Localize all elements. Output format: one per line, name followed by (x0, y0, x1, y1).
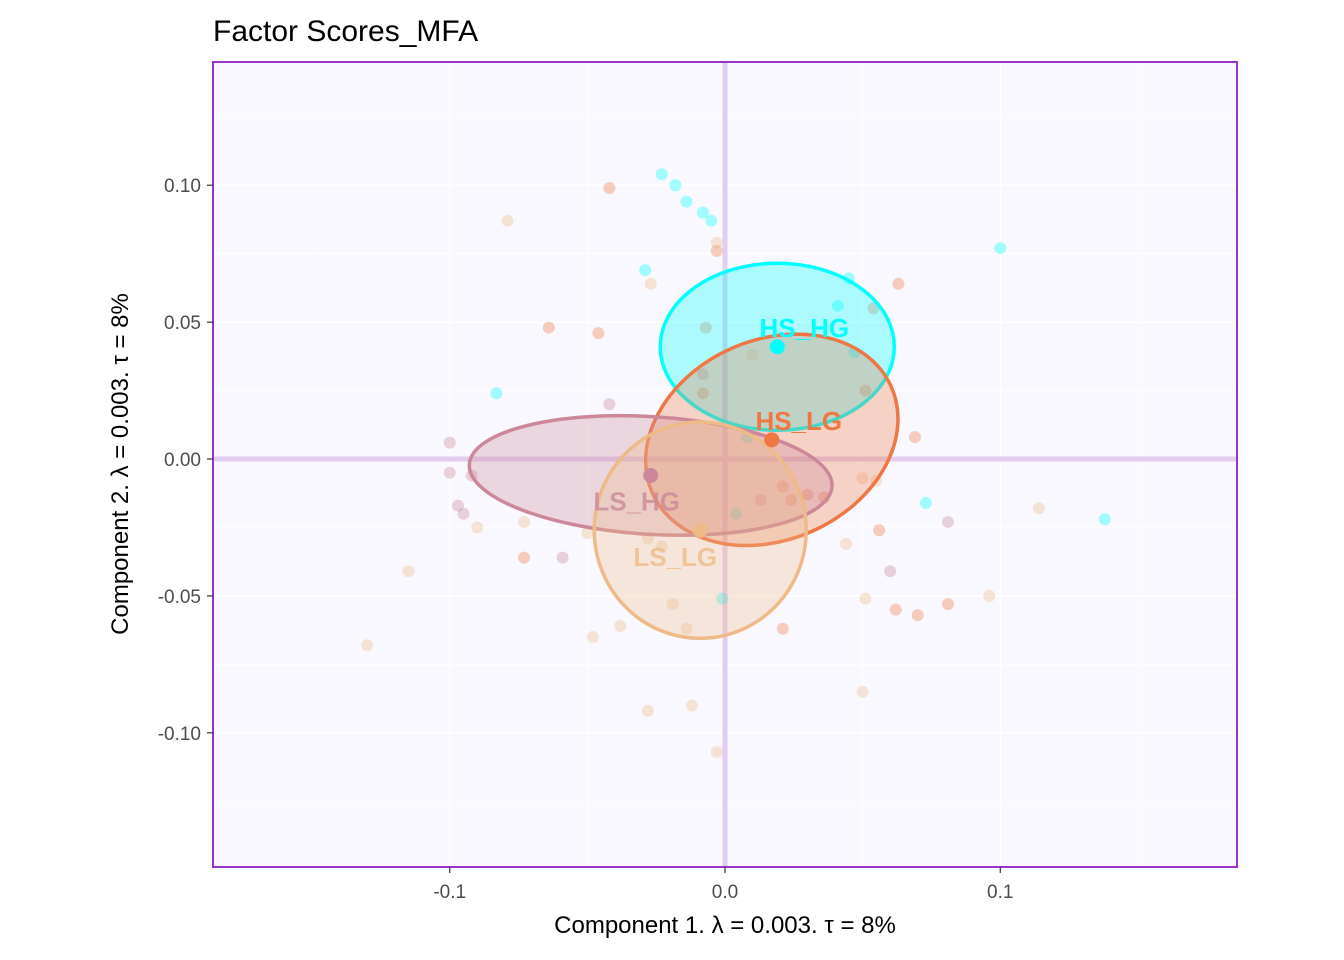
data-point-ls-lg (666, 598, 679, 611)
data-point-ls-hg (941, 516, 954, 528)
data-point-ls-lg (856, 472, 869, 485)
data-point-hs-hg (716, 592, 729, 605)
x-tick-label: 0.1 (987, 882, 1013, 903)
group-center-ls-hg (643, 467, 659, 483)
data-point-ls-hg (451, 499, 464, 512)
group-label-hs-hg: HS_HG (760, 313, 850, 343)
data-point-hs-lg (785, 494, 798, 507)
data-point-ls-lg (680, 622, 693, 635)
group-label-ls-hg: LS_HG (593, 486, 680, 516)
data-point-hs-hg (1098, 513, 1111, 526)
data-point-ls-hg (443, 436, 456, 449)
data-point-ls-hg (754, 494, 767, 507)
group-centers (643, 339, 785, 538)
x-axis-label: Component 1. λ = 0.003. τ = 8% (554, 912, 896, 939)
data-point-ls-lg (518, 516, 531, 528)
data-point-ls-lg (501, 214, 514, 227)
data-point-ls-hg (457, 507, 470, 520)
data-point-ls-lg (746, 348, 759, 361)
y-axis-ticks: -0.10 -0.05 0.00 0.05 0.10 (158, 176, 213, 745)
data-point-ls-lg (581, 526, 594, 539)
data-point-ls-lg (644, 277, 657, 290)
data-point-hs-lg (892, 277, 905, 290)
x-tick-label: 0.0 (712, 882, 738, 903)
data-point-hs-hg (696, 206, 709, 219)
data-point-hs-lg (908, 431, 921, 444)
chart-title: Factor Scores_MFA (213, 15, 478, 48)
data-point-hs-hg (490, 387, 503, 400)
data-point-ls-lg (471, 521, 484, 534)
data-point-ls-hg (603, 398, 616, 411)
y-tick-label: 0.10 (164, 176, 201, 197)
y-tick-label: -0.05 (158, 587, 201, 608)
data-point-ls-lg (685, 699, 698, 712)
data-point-hs-hg (680, 195, 693, 208)
data-point-hs-lg (941, 598, 954, 611)
data-point-hs-lg (776, 622, 789, 635)
y-axis-label: Component 2. λ = 0.003. τ = 8% (107, 293, 134, 635)
data-point-ls-lg (614, 620, 627, 633)
data-point-ls-lg (402, 565, 415, 578)
group-label-hs-lg: HS_LG (755, 406, 842, 436)
data-point-hs-hg (669, 179, 682, 192)
data-point-hs-lg (873, 524, 886, 537)
group-center-ls-lg (692, 522, 708, 538)
data-point-ls-hg (884, 565, 897, 578)
data-point-hs-lg (696, 387, 709, 400)
data-point-ls-lg (361, 639, 374, 652)
data-point-hs-hg (655, 168, 668, 181)
data-point-ls-hg (696, 368, 709, 381)
data-point-ls-hg (443, 466, 456, 479)
data-point-ls-lg (983, 589, 996, 602)
x-axis-ticks: -0.1 0.0 0.1 (433, 867, 1013, 903)
data-point-hs-lg (801, 488, 814, 501)
data-point-hs-lg (542, 321, 555, 334)
data-point-hs-hg (994, 242, 1007, 255)
data-point-hs-lg (592, 327, 605, 340)
data-point-hs-lg (603, 181, 616, 194)
data-point-ls-lg (840, 537, 853, 550)
data-point-ls-lg (1032, 502, 1045, 515)
data-point-hs-hg (919, 496, 932, 509)
data-point-hs-lg (889, 603, 902, 616)
origin-lines (213, 62, 1237, 867)
data-point-ls-lg (586, 631, 599, 643)
data-point-ls-hg (556, 551, 569, 564)
data-point-hs-lg (776, 480, 789, 493)
group-center-hs-lg (764, 432, 780, 448)
group-labels: HS_HG HS_LG LS_HG LS_LG (593, 313, 849, 572)
data-point-ls-lg (710, 746, 723, 758)
y-tick-label: -0.10 (158, 724, 201, 745)
data-point-hs-hg (639, 264, 652, 277)
data-point-hs-lg (710, 244, 723, 257)
y-tick-label: 0.00 (164, 450, 201, 471)
data-point-ls-lg (641, 704, 654, 717)
data-point-hs-lg (518, 551, 531, 564)
data-point-ls-lg (655, 540, 668, 553)
data-point-ls-lg (859, 592, 872, 605)
data-point-ls-lg (710, 236, 723, 249)
data-point-hs-hg (831, 299, 844, 312)
data-point-hs-hg (705, 214, 718, 227)
group-center-hs-hg (769, 339, 785, 355)
y-tick-label: 0.05 (164, 313, 201, 334)
group-label-ls-lg: LS_LG (633, 542, 717, 572)
data-point-hs-hg (730, 507, 743, 520)
data-point-hs-lg (911, 609, 924, 622)
data-point-hs-lg (699, 321, 712, 334)
data-point-ls-lg (856, 685, 869, 698)
data-point-hs-lg (859, 384, 872, 397)
data-point-hs-lg (867, 302, 880, 315)
x-tick-label: -0.1 (433, 882, 466, 903)
